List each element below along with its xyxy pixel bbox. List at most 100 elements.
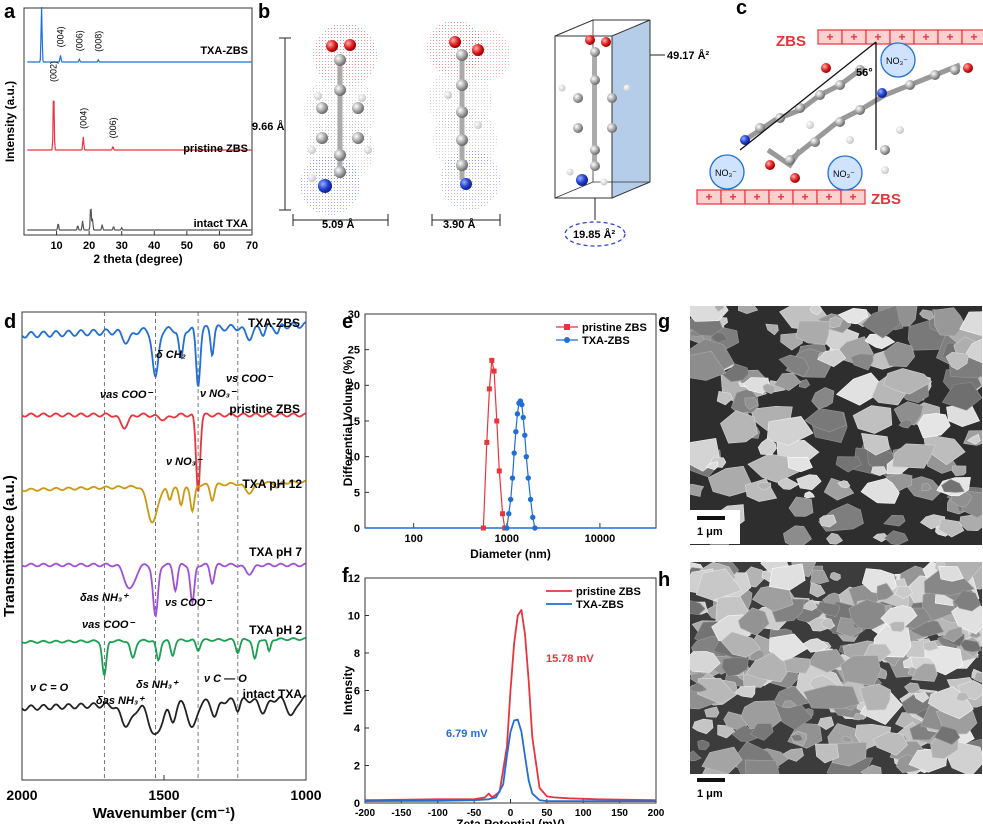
xrd-tick-label: 40 [148,240,160,252]
xrd-peak-label: (008) [93,31,103,52]
scale-label-h: 1 μm [697,788,723,800]
ftir-tick-label: 1500 [148,787,179,803]
svg-text:NO₃⁻: NO₃⁻ [886,56,908,66]
sem-image-g: 1 μm [678,293,983,550]
zeta-tick-label: 150 [611,808,628,819]
panel-letter-c: c [736,0,747,19]
sem-image-h: 1 μm [676,550,983,806]
dls-ytick-label: 25 [348,345,360,357]
ftir-band-annotation: νas COO⁻ [100,389,153,401]
zeta-ytick-label: 10 [348,611,360,623]
dls-point [511,450,516,455]
ftir-band-annotation: νs COO⁻ [165,597,212,609]
zbs-layer-top: +++++++ [818,30,983,44]
xrd-tick-label: 50 [181,240,193,252]
ftir-band-annotation: δas NH₃⁺ [96,695,145,707]
dls-point [519,402,524,407]
xrd-peak-label: (006) [74,30,84,51]
zeta-legend-label: TXA-ZBS [576,599,624,611]
dls-x-axis-label: Diameter (nm) [470,547,551,561]
ftir-band-annotation: ν NO₃⁻ [200,388,237,400]
dls-legend-marker [564,337,570,343]
zbs-plus: + [946,30,953,44]
dls-tick-label: 10000 [585,533,616,545]
nitrate-ion-1: NO₃⁻ [881,43,915,77]
sem-particle [784,658,810,674]
dls-ytick-label: 0 [354,523,360,535]
xrd-peak-label: (004) [55,26,65,47]
ftir-band-annotation: δ CH₂ [156,349,186,361]
dls-tick-label: 1000 [495,533,519,545]
zeta-tick-label: 200 [648,808,665,819]
dls-point [532,525,537,530]
ftir-series-label: TXA pH 12 [242,477,302,491]
scale-bar-h [697,778,725,782]
zbs-label-bottom: ZBS [871,191,901,208]
zeta-annotation-red: 15.78 mV [546,653,594,665]
xrd-tick-label: 30 [116,240,128,252]
zeta-legend-label: pristine ZBS [576,586,641,598]
dls-point [522,433,527,438]
ftir-band-annotation: δas NH₃⁺ [80,592,129,604]
ftir-series-4 [22,638,306,675]
xrd-series-label: intact TXA [194,218,248,230]
dls-point [515,411,520,416]
zbs-plus: + [825,190,832,204]
dls-legend-marker [564,324,570,330]
ftir-series-label: TXA pH 7 [249,545,302,559]
dls-point [506,511,511,516]
dls-y-axis-label: Differential Volume (%) [341,356,355,486]
scale-bar-g [697,516,725,520]
zbs-label-top: ZBS [776,33,806,50]
angle-label: 56° [856,67,873,79]
dls-ytick-label: 5 [354,487,360,499]
molecule-models: 9.66 Å 5.09 Å 3.90 Å [252,20,710,246]
nitrate-ion-2: NO₃⁻ [710,155,744,189]
zbs-plus: + [801,190,808,204]
zbs-plus: + [850,30,857,44]
dls-legend-label: TXA-ZBS [582,335,630,347]
xrd-tick-label: 60 [213,240,225,252]
dls-point [484,440,489,445]
zeta-x-axis-label: Zeta Potential (mV) [456,817,565,824]
width-label-1: 5.09 Å [322,218,354,231]
dls-point [513,429,518,434]
dls-ytick-label: 30 [348,309,360,321]
dls-point [487,386,492,391]
length-label: 9.66 Å [252,120,284,133]
xrd-series-label: pristine ZBS [183,143,248,155]
area-top-label: 49.17 Å² [667,49,710,62]
dls-point [524,454,529,459]
zeta-ytick-label: 12 [348,573,360,585]
dls-point [526,475,531,480]
zbs-plus: + [705,190,712,204]
dls-point [497,468,502,473]
dls-series-line-1 [507,401,535,528]
panel-letter-g: g [658,311,670,333]
sem-particle [684,484,704,496]
dls-point [492,369,497,374]
dls-point [528,497,533,502]
dls-point [481,526,486,531]
width-label-2: 3.90 Å [443,218,475,231]
zeta-tick-label: -100 [428,808,448,819]
ftir-series-label: TXA pH 2 [249,623,302,637]
zbs-plus: + [729,190,736,204]
zbs-plus: + [826,30,833,44]
zeta-tick-label: -150 [391,808,411,819]
zeta-ytick-label: 0 [354,798,360,810]
zbs-layer-bottom: +++++++ [697,190,865,204]
dls-point [530,515,535,520]
zeta-y-axis-label: Intensity [341,666,355,716]
dls-point [489,358,494,363]
nitrate-ion-3: NO₃⁻ [828,156,862,190]
ftir-y-axis-label: Transmittance (a.u.) [1,475,18,617]
xrd-y-axis-label: Intensity (a.u.) [3,81,17,162]
xrd-series-label: TXA-ZBS [200,45,248,57]
panel-letter-b: b [258,1,270,23]
ftir-series-label: pristine ZBS [229,402,300,416]
